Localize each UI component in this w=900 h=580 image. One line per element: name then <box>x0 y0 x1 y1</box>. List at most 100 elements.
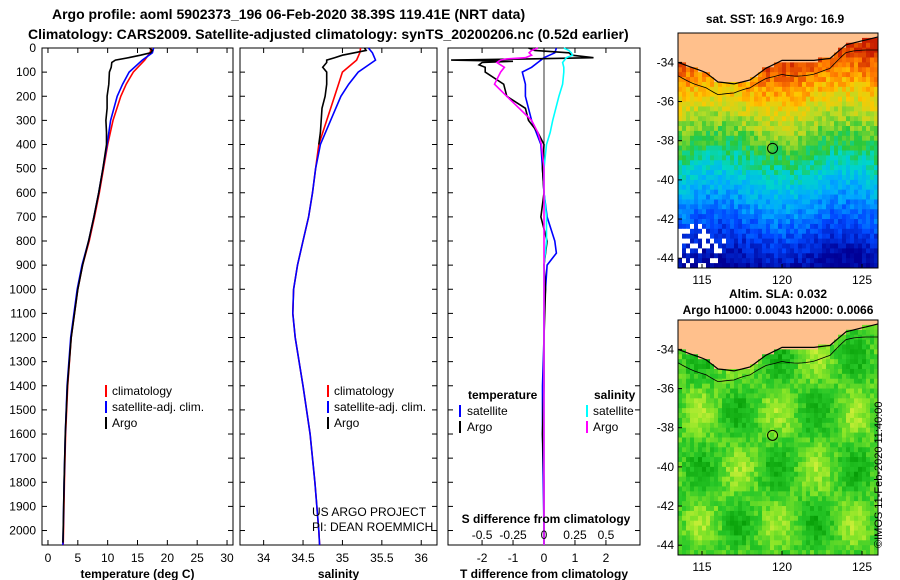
map-cell <box>802 47 807 53</box>
map-cell <box>702 42 707 49</box>
map-cell <box>738 263 743 269</box>
map-cell <box>722 150 727 156</box>
map-cell <box>722 388 727 394</box>
map-cell <box>734 67 739 73</box>
map-cell <box>822 515 827 522</box>
map-cell <box>850 72 855 78</box>
map-cell <box>702 72 707 78</box>
map-cell <box>806 135 811 142</box>
map-cell <box>778 130 783 137</box>
map-cell <box>738 354 743 360</box>
map-cell <box>806 86 811 93</box>
map-cell <box>746 223 751 230</box>
map-cell <box>822 422 827 429</box>
map-cell <box>802 442 807 448</box>
map-cell <box>714 209 719 215</box>
map-cell <box>702 91 707 98</box>
map-cell <box>814 135 819 142</box>
map-cell <box>866 373 871 380</box>
map-cell <box>806 155 811 161</box>
map-cell <box>710 77 715 83</box>
map-cell <box>830 135 835 142</box>
map-cell <box>742 91 747 98</box>
map-cell <box>810 486 815 492</box>
map-cell <box>686 219 691 225</box>
map-cell <box>730 466 735 473</box>
map-cell <box>702 388 707 394</box>
map-cell <box>758 238 763 244</box>
map-cell <box>698 86 703 93</box>
map-cell <box>706 515 711 522</box>
map-cell <box>746 545 751 551</box>
map-cell <box>734 452 739 458</box>
map-cell <box>838 461 843 468</box>
map-cell <box>794 417 799 424</box>
map-cell <box>678 447 683 453</box>
map-cell <box>730 150 735 156</box>
map-cell <box>850 52 855 58</box>
map-cell <box>690 408 695 414</box>
map-cell <box>706 116 711 122</box>
map-cell <box>730 258 735 264</box>
map-cell <box>690 52 695 58</box>
map-cell <box>802 466 807 473</box>
map-cell <box>846 145 851 151</box>
map-cell <box>698 81 703 88</box>
map-cell <box>818 170 823 176</box>
map-cell <box>710 258 715 264</box>
map-cell <box>762 42 767 49</box>
map-cell <box>870 219 875 225</box>
map-cell <box>770 214 775 220</box>
map-cell <box>850 57 855 63</box>
map-cell <box>710 47 715 53</box>
map-cell <box>698 364 703 370</box>
map-cell <box>710 37 715 44</box>
map-cell <box>854 510 859 517</box>
map-cell <box>794 515 799 522</box>
map-cell <box>774 174 779 181</box>
map-cell <box>758 52 763 58</box>
map-cell <box>686 359 691 365</box>
map-cell <box>730 174 735 181</box>
map-cell <box>778 111 783 117</box>
map-cell <box>854 476 859 482</box>
map-cell <box>678 140 683 147</box>
map-cell <box>858 525 863 531</box>
map-cell <box>774 37 779 44</box>
map-cell <box>734 204 739 210</box>
map-cell <box>722 86 727 93</box>
map-cell <box>750 243 755 249</box>
map-cell <box>738 388 743 394</box>
map-cell <box>718 320 723 326</box>
map-cell <box>774 42 779 49</box>
map-cell <box>802 510 807 517</box>
map-cell <box>810 130 815 137</box>
map-cell <box>826 437 831 443</box>
map-cell <box>694 349 699 355</box>
map-cell <box>854 447 859 453</box>
map-cell <box>754 223 759 230</box>
map-cell <box>838 96 843 102</box>
map-cell <box>774 126 779 132</box>
legend-label: Argo <box>112 416 138 430</box>
map-cell <box>782 248 787 254</box>
map-cell <box>846 476 851 482</box>
map-cell <box>686 179 691 186</box>
map-cell <box>762 263 767 269</box>
map-cell <box>702 126 707 132</box>
map-cell <box>710 135 715 142</box>
map-cell <box>702 223 707 230</box>
map-cell <box>866 96 871 102</box>
map-cell <box>734 150 739 156</box>
map-cell <box>722 204 727 210</box>
map-cell <box>718 329 723 336</box>
map-cell <box>782 486 787 492</box>
map-cell <box>794 368 799 375</box>
map-cell <box>694 471 699 478</box>
map-cell <box>782 383 787 389</box>
map-cell <box>858 214 863 220</box>
map-cell <box>710 368 715 375</box>
map-cell <box>746 432 751 438</box>
map-cell <box>734 481 739 487</box>
map-cell <box>842 72 847 78</box>
